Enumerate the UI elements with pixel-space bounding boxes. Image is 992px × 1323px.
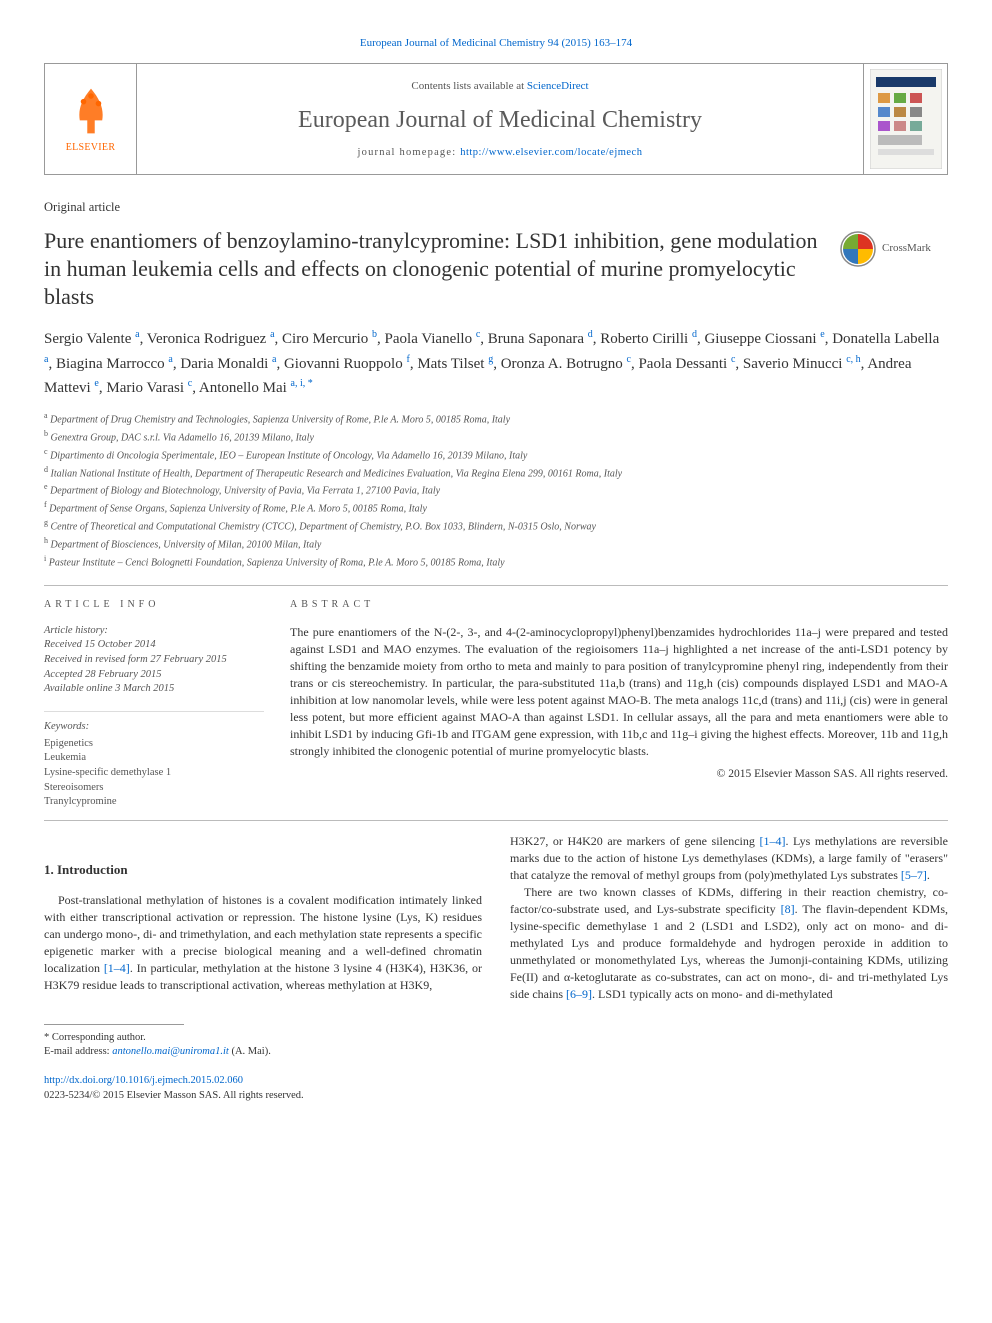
intro-heading: 1. Introduction <box>44 861 482 879</box>
header-center: Contents lists available at ScienceDirec… <box>137 64 863 174</box>
contents-prefix: Contents lists available at <box>411 80 526 92</box>
article-info-head: ARTICLE INFO <box>44 598 264 612</box>
affiliation-item: g Centre of Theoretical and Computationa… <box>44 517 948 535</box>
keywords-list: EpigeneticsLeukemiaLysine-specific demet… <box>44 737 264 810</box>
journal-homepage-line: journal homepage: http://www.elsevier.co… <box>149 146 851 161</box>
intro-column-left: 1. Introduction Post-translational methy… <box>44 833 482 1104</box>
homepage-link[interactable]: http://www.elsevier.com/locate/ejmech <box>460 147 642 158</box>
authors-list: Sergio Valente a, Veronica Rodriguez a, … <box>44 327 948 400</box>
intro-para-2b: There are two known classes of KDMs, dif… <box>510 884 948 1003</box>
abstract-body: The pure enantiomers of the N-(2-, 3-, a… <box>290 624 948 783</box>
intro-para-2a: H3K27, or H4K20 are markers of gene sile… <box>510 833 948 884</box>
history-label: Article history: <box>44 624 264 639</box>
contents-lists-line: Contents lists available at ScienceDirec… <box>149 79 851 94</box>
affiliation-item: a Department of Drug Chemistry and Techn… <box>44 410 948 428</box>
affiliation-item: h Department of Biosciences, University … <box>44 535 948 553</box>
article-title: Pure enantiomers of benzoylamino-tranylc… <box>44 227 824 311</box>
elsevier-tree-icon <box>63 83 119 139</box>
crossmark-icon <box>840 231 876 267</box>
homepage-prefix: journal homepage: <box>358 147 461 158</box>
affiliation-item: d Italian National Institute of Health, … <box>44 464 948 482</box>
divider-top <box>44 585 948 586</box>
elsevier-logo: ELSEVIER <box>45 64 137 174</box>
keywords-head: Keywords: <box>44 720 264 735</box>
affiliation-item: i Pasteur Institute – Cenci Bolognetti F… <box>44 553 948 571</box>
corresponding-email[interactable]: antonello.mai@uniroma1.it <box>112 1046 229 1057</box>
intro-column-right: H3K27, or H4K20 are markers of gene sile… <box>510 833 948 1104</box>
journal-name: European Journal of Medicinal Chemistry <box>149 104 851 138</box>
doi-link[interactable]: http://dx.doi.org/10.1016/j.ejmech.2015.… <box>44 1075 243 1086</box>
elsevier-brand-text: ELSEVIER <box>66 141 116 155</box>
affiliation-item: e Department of Biology and Biotechnolog… <box>44 481 948 499</box>
corresponding-person: (A. Mai). <box>229 1046 271 1057</box>
corresponding-label: * Corresponding author. <box>44 1031 482 1046</box>
running-head: European Journal of Medicinal Chemistry … <box>44 36 948 51</box>
cover-thumb-icon <box>870 69 942 169</box>
journal-header: ELSEVIER Contents lists available at Sci… <box>44 63 948 175</box>
keyword-item: Leukemia <box>44 751 264 766</box>
footnote-rule <box>44 1024 184 1025</box>
history-accepted: Accepted 28 February 2015 <box>44 668 264 683</box>
corresponding-author: * Corresponding author. E-mail address: … <box>44 1031 482 1060</box>
crossmark-badge[interactable]: CrossMark <box>840 229 948 269</box>
journal-cover-thumb <box>863 64 947 174</box>
abstract-panel: ABSTRACT The pure enantiomers of the N-(… <box>290 598 948 811</box>
affiliations-list: a Department of Drug Chemistry and Techn… <box>44 410 948 570</box>
keyword-item: Tranylcypromine <box>44 795 264 810</box>
history-online: Available online 3 March 2015 <box>44 682 264 697</box>
affiliation-item: c Dipartimento di Oncologia Sperimentale… <box>44 446 948 464</box>
affiliation-item: f Department of Sense Organs, Sapienza U… <box>44 499 948 517</box>
sciencedirect-link[interactable]: ScienceDirect <box>527 80 589 92</box>
affiliation-item: b Genextra Group, DAC s.r.l. Via Adamell… <box>44 428 948 446</box>
history-received: Received 15 October 2014 <box>44 638 264 653</box>
history-revised: Received in revised form 27 February 201… <box>44 653 264 668</box>
issn-copyright: 0223-5234/© 2015 Elsevier Masson SAS. Al… <box>44 1089 482 1104</box>
keyword-item: Stereoisomers <box>44 781 264 796</box>
history-divider <box>44 711 264 712</box>
email-label: E-mail address: <box>44 1046 112 1057</box>
divider-bottom <box>44 820 948 821</box>
crossmark-label: CrossMark <box>882 241 931 256</box>
keyword-item: Lysine-specific demethylase 1 <box>44 766 264 781</box>
article-type: Original article <box>44 199 948 217</box>
abstract-head: ABSTRACT <box>290 598 948 612</box>
doi-block: http://dx.doi.org/10.1016/j.ejmech.2015.… <box>44 1074 482 1104</box>
copyright-line: © 2015 Elsevier Masson SAS. All rights r… <box>290 766 948 782</box>
abstract-text: The pure enantiomers of the N-(2-, 3-, a… <box>290 625 948 758</box>
keyword-item: Epigenetics <box>44 737 264 752</box>
article-history: Article history: Received 15 October 201… <box>44 624 264 697</box>
article-info-panel: ARTICLE INFO Article history: Received 1… <box>44 598 264 811</box>
intro-para-1: Post-translational methylation of histon… <box>44 892 482 994</box>
